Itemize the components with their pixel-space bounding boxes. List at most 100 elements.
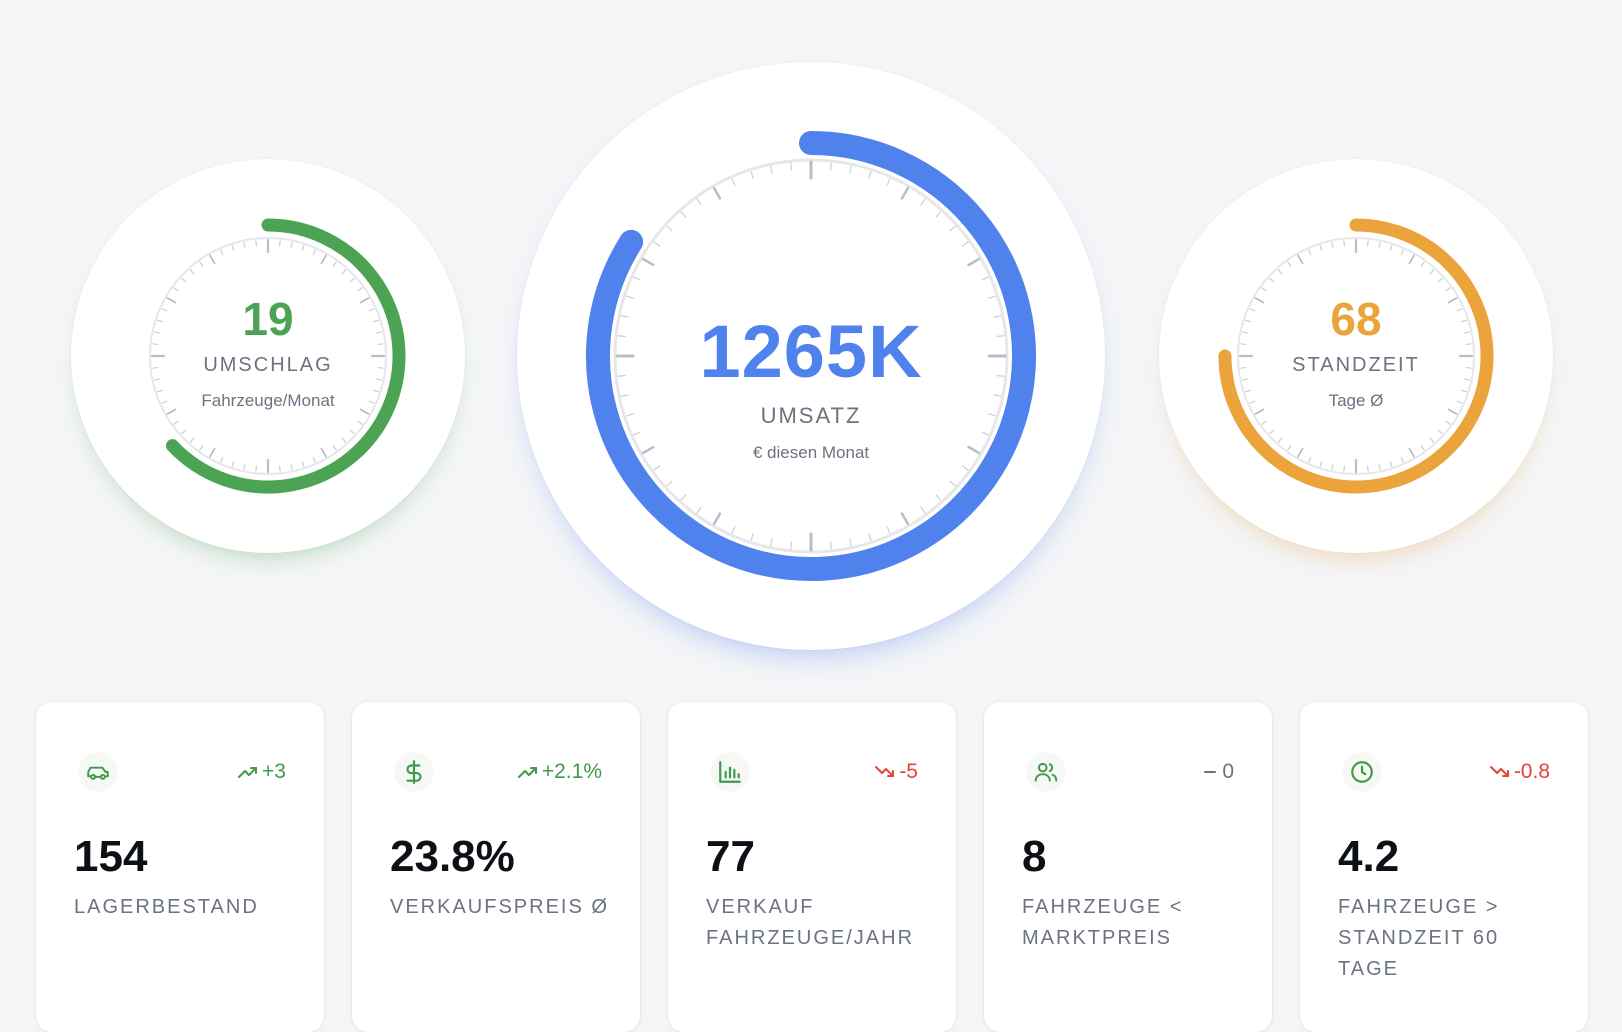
gauge-tick bbox=[357, 420, 363, 425]
gauge-tick bbox=[981, 431, 989, 436]
kpi-card-lagerbestand[interactable]: +3 154 LAGERBESTAND bbox=[36, 702, 324, 1032]
gauge-tick bbox=[1319, 460, 1323, 467]
gauge-tick bbox=[1245, 319, 1252, 323]
gauge-tick bbox=[967, 445, 981, 455]
kpi-value: 23.8% bbox=[390, 832, 515, 881]
gauge-tick bbox=[1460, 319, 1467, 323]
gauge-tick bbox=[1241, 378, 1249, 381]
trend-value: +3 bbox=[262, 760, 286, 783]
trend-indicator: -0.8 bbox=[1489, 760, 1550, 784]
kpi-card-verkaufspreis[interactable]: +2.1% 23.8% VERKAUFSPREIS Ø bbox=[352, 702, 640, 1032]
gauge-tick bbox=[1287, 261, 1292, 267]
gauge-tick bbox=[920, 506, 926, 514]
kpi-value: 77 bbox=[706, 832, 755, 881]
gauge-tick bbox=[166, 408, 177, 415]
gauge-tick bbox=[1269, 429, 1275, 435]
gauge-tick bbox=[290, 463, 293, 471]
gauge-tick bbox=[1241, 331, 1249, 334]
gauge-tick bbox=[301, 245, 305, 252]
gauge-umschlag-sub: Fahrzeuge/Monat bbox=[201, 391, 335, 410]
gauge-tick bbox=[633, 431, 641, 436]
gauge-tick bbox=[1249, 400, 1256, 404]
gauge-tick bbox=[1331, 463, 1334, 471]
gauge-tick bbox=[949, 480, 956, 487]
gauge-tick bbox=[1456, 400, 1463, 404]
gauge-tick bbox=[993, 315, 1002, 318]
gauge-tick bbox=[1378, 463, 1381, 471]
gauge-tick bbox=[349, 277, 355, 283]
kpi-card-marktpreis[interactable]: 0 8 FAHRZEUGE < MARKTPREIS bbox=[984, 702, 1272, 1032]
gauge-tick bbox=[301, 460, 305, 467]
gauge-tick bbox=[712, 512, 722, 526]
gauge-tick bbox=[770, 165, 773, 174]
gauge-tick bbox=[993, 394, 1002, 397]
gauge-tick bbox=[1343, 465, 1346, 473]
gauge-tick bbox=[166, 297, 177, 304]
trend-up-icon bbox=[517, 767, 537, 778]
gauge-tick bbox=[1389, 245, 1393, 252]
gauge-progress-arc bbox=[586, 131, 1036, 581]
gauge-tick bbox=[320, 447, 327, 458]
gauge-tick bbox=[641, 445, 655, 455]
gauge-tick bbox=[900, 512, 910, 526]
gauge-tick bbox=[377, 343, 385, 346]
gauge-tick bbox=[199, 261, 204, 267]
trend-down-icon bbox=[1489, 766, 1509, 777]
gauge-tick bbox=[1465, 366, 1473, 369]
gauge-tick bbox=[988, 295, 997, 299]
gauge-tick bbox=[1277, 437, 1283, 443]
trend-down-icon bbox=[875, 766, 895, 777]
gauge-tick bbox=[255, 465, 258, 473]
kpi-value: 154 bbox=[74, 832, 148, 881]
gauge-tick bbox=[1420, 445, 1425, 451]
gauge-umsatz-sub: € diesen Monat bbox=[752, 443, 870, 462]
gauge-tick bbox=[1447, 297, 1458, 304]
kpi-card-standzeit[interactable]: -0.8 4.2 FAHRZEUGE > STANDZEIT 60 TAGE bbox=[1300, 702, 1588, 1032]
gauge-progress-arc bbox=[166, 218, 406, 494]
gauge-tick bbox=[255, 239, 258, 247]
gauge-tick bbox=[731, 178, 736, 186]
gauge-tick bbox=[1287, 445, 1292, 451]
gauge-tick bbox=[750, 170, 754, 179]
gauge-tick bbox=[868, 170, 872, 179]
gauge-tick bbox=[332, 445, 337, 451]
gauge-tick bbox=[209, 447, 216, 458]
gauge-tick bbox=[1463, 378, 1471, 381]
gauge-tick bbox=[375, 378, 383, 381]
dollar-icon bbox=[394, 752, 434, 792]
gauge-tick bbox=[1308, 249, 1312, 256]
gauge-tick bbox=[886, 526, 891, 534]
gauge-tick bbox=[625, 413, 634, 417]
car-icon bbox=[78, 752, 118, 792]
gauge-tick bbox=[696, 198, 702, 206]
gauge-tick bbox=[1420, 261, 1425, 267]
users-icon bbox=[1026, 752, 1066, 792]
gauge-tick bbox=[332, 261, 337, 267]
gauge-tick bbox=[231, 245, 235, 252]
trend-indicator: -5 bbox=[875, 760, 918, 784]
gauge-tick bbox=[731, 526, 736, 534]
gauge-tick bbox=[625, 295, 634, 299]
trend-flat-icon bbox=[1204, 771, 1217, 773]
gauge-tick bbox=[666, 480, 673, 487]
trend-indicator: +3 bbox=[238, 760, 286, 784]
gauge-umschlag-value: 19 bbox=[242, 293, 294, 345]
gauge-tick bbox=[1429, 269, 1435, 275]
gauge-tick bbox=[1261, 420, 1267, 425]
gauge-tick bbox=[666, 225, 673, 232]
gauge-tick bbox=[349, 429, 355, 435]
gauge-tick bbox=[617, 335, 626, 338]
gauge-tick bbox=[770, 538, 773, 547]
kpi-card-verkauf[interactable]: -5 77 VERKAUF FAHRZEUGE/JAHR bbox=[668, 702, 956, 1032]
gauge-tick bbox=[243, 241, 246, 249]
gauge-tick bbox=[620, 315, 629, 318]
gauge-tick bbox=[372, 319, 379, 323]
gauge-tick bbox=[368, 400, 375, 404]
gauge-track bbox=[1237, 237, 1475, 475]
gauge-tick bbox=[1408, 447, 1415, 458]
gauge-tick bbox=[1429, 437, 1435, 443]
trend-value: -0.8 bbox=[1513, 760, 1550, 783]
gauge-standzeit-dial bbox=[1218, 218, 1494, 494]
gauge-tick bbox=[1297, 254, 1304, 265]
gauge-tick bbox=[320, 254, 327, 265]
